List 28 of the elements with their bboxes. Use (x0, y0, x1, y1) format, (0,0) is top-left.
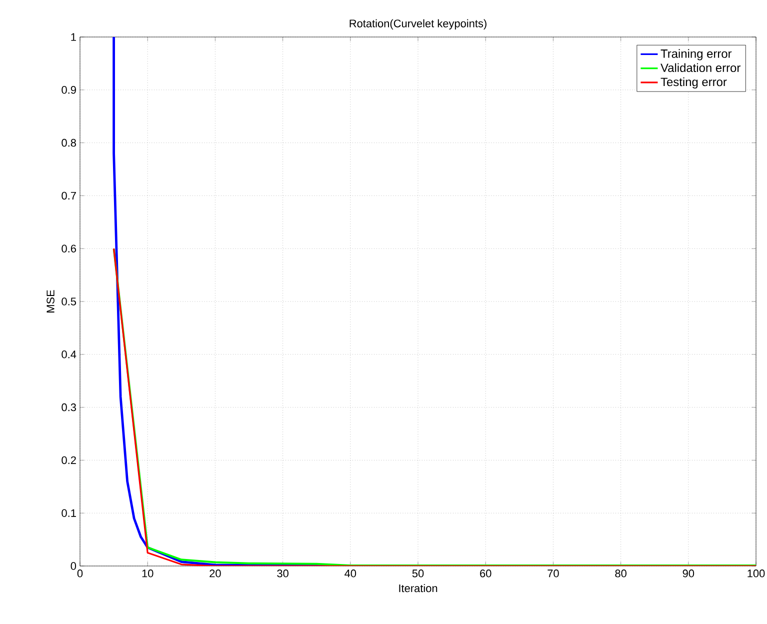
x-tick-label: 50 (412, 570, 424, 578)
y-tick-label: 0.6 (62, 244, 76, 252)
y-tick-label: 0.1 (62, 509, 76, 517)
x-tick-label: 10 (142, 570, 154, 578)
x-axis-title: Iteration (399, 584, 438, 592)
x-tick-label: 30 (277, 570, 288, 578)
y-tick-label: 0.7 (62, 192, 76, 200)
legend-label: Validation error (660, 63, 740, 72)
y-tick-label: 0.8 (62, 138, 76, 147)
x-tick-label: 60 (480, 570, 492, 578)
y-tick-label: 0 (70, 562, 76, 570)
x-tick-label: 70 (548, 570, 559, 578)
x-tick-label: 80 (615, 570, 626, 578)
x-tick-label: 20 (210, 570, 221, 578)
x-tick-label: 100 (748, 570, 765, 578)
y-tick-label: 0.2 (62, 456, 76, 464)
x-tick-label: 90 (682, 570, 694, 578)
legend-label: Testing error (660, 77, 727, 89)
x-tick-label: 0 (77, 570, 83, 578)
y-tick-label: 0.9 (62, 86, 76, 94)
y-tick-label: 0.5 (62, 298, 76, 306)
x-tick-label: 40 (344, 570, 356, 578)
legend-label: Training error (660, 49, 732, 60)
y-tick-label: 1 (71, 33, 76, 41)
chart-title: Rotation(Curvelet keypoints) (350, 19, 486, 30)
y-tick-label: 0.4 (62, 350, 76, 358)
y-axis-title: MSE (46, 290, 54, 312)
y-tick-label: 0.3 (62, 403, 76, 412)
